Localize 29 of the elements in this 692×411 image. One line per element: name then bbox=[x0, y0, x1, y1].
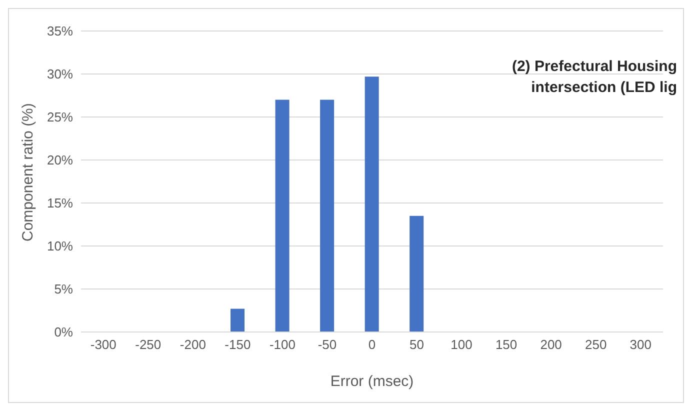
y-tick-label: 25% bbox=[46, 110, 74, 125]
x-tick-label: -100 bbox=[269, 337, 296, 352]
y-tick-label: 20% bbox=[46, 152, 74, 168]
x-tick-label: -150 bbox=[224, 337, 251, 352]
x-tick-label: -50 bbox=[318, 337, 337, 352]
x-tick-label: 250 bbox=[584, 337, 607, 352]
x-tick-label: -200 bbox=[180, 337, 206, 352]
x-tick-label: 0 bbox=[368, 337, 376, 352]
y-tick-label: 10% bbox=[46, 238, 74, 254]
x-tick-label: 300 bbox=[630, 337, 652, 352]
bar bbox=[364, 76, 379, 332]
x-tick-label: 50 bbox=[410, 337, 424, 352]
y-tick-label: 5% bbox=[54, 282, 74, 297]
bar bbox=[230, 308, 245, 332]
y-tick-label: 0% bbox=[54, 324, 74, 340]
y-tick-label: 15% bbox=[46, 196, 74, 211]
x-tick-label: -300 bbox=[90, 337, 116, 352]
x-tick-label: 200 bbox=[540, 337, 562, 352]
y-tick-label: 35% bbox=[46, 24, 74, 39]
text: (2) Prefectural Housing intersection (LED lig bbox=[512, 58, 677, 96]
bar bbox=[320, 100, 334, 332]
x-tick-label: 150 bbox=[495, 337, 518, 352]
x-axis-title: Error (msec) bbox=[330, 373, 414, 390]
x-tick-label: -250 bbox=[135, 337, 162, 352]
x-tick-label: 100 bbox=[450, 337, 472, 352]
y-tick-label: 30% bbox=[46, 66, 74, 82]
y-axis-title: Component ratio (%) bbox=[19, 103, 36, 242]
bar bbox=[275, 100, 290, 332]
bar bbox=[410, 216, 424, 332]
